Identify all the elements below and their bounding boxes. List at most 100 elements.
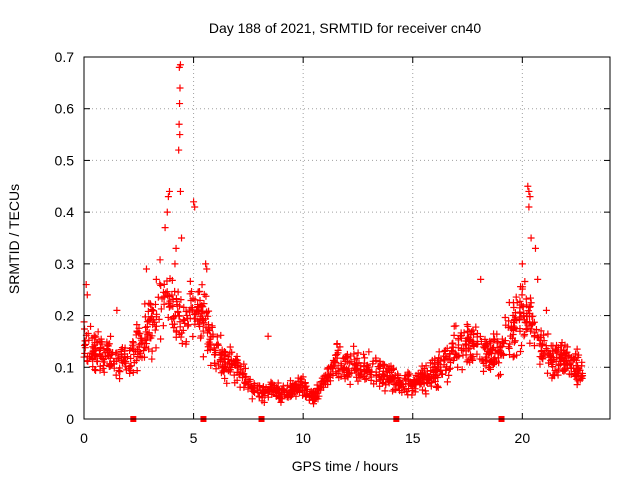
y-tick-label: 0 [66, 411, 74, 427]
data-point [226, 343, 234, 351]
data-point [457, 334, 465, 342]
y-tick-label: 0.7 [55, 49, 75, 65]
data-point [526, 193, 534, 201]
data-point [200, 290, 208, 298]
data-point [560, 349, 568, 357]
data-point [240, 383, 248, 391]
data-point [221, 358, 229, 366]
data-point [169, 296, 177, 304]
data-point [417, 380, 425, 388]
data-point [309, 393, 317, 401]
data-point [343, 365, 351, 373]
data-point [231, 379, 239, 387]
data-point [405, 385, 413, 393]
axis-ticks: 0 0.1 0.2 0.3 0.4 0.5 0.6 0.7 0 5 10 15 20 [55, 49, 610, 446]
data-point [165, 303, 173, 311]
data-point [526, 339, 534, 347]
data-point [214, 341, 222, 349]
data-point [490, 355, 498, 363]
data-point [145, 329, 153, 337]
data-point [288, 390, 296, 398]
data-point [135, 341, 143, 349]
data-point [195, 306, 203, 314]
data-point [116, 368, 124, 376]
data-point [420, 365, 428, 373]
data-point [217, 331, 225, 339]
data-point [409, 387, 417, 395]
data-point [510, 303, 518, 311]
data-point [548, 374, 556, 382]
data-point [186, 277, 194, 285]
x-axis-label: GPS time / hours [292, 458, 399, 474]
data-point [487, 365, 495, 373]
data-point [372, 368, 380, 376]
data-point [553, 341, 561, 349]
data-point [578, 358, 586, 366]
data-point [427, 382, 435, 390]
data-point [474, 340, 482, 348]
data-point [103, 345, 111, 353]
data-point [367, 373, 375, 381]
data-point [84, 330, 92, 338]
data-point [513, 299, 521, 307]
data-point [199, 316, 207, 324]
data-point [427, 367, 435, 375]
data-point [92, 367, 100, 375]
data-point [333, 340, 341, 348]
data-point [345, 369, 353, 377]
data-point [153, 310, 161, 318]
data-point [303, 385, 311, 393]
data-point [265, 385, 273, 393]
data-point [382, 379, 390, 387]
data-point [536, 360, 544, 368]
x-tick-label: 15 [405, 430, 421, 446]
data-point [553, 368, 561, 376]
data-point [490, 336, 498, 344]
data-point [454, 363, 462, 371]
data-point [157, 281, 165, 289]
data-point [176, 131, 184, 139]
data-point [509, 353, 517, 361]
data-point [526, 302, 534, 310]
data-point [191, 320, 199, 328]
data-point [441, 346, 449, 354]
data-point [430, 374, 438, 382]
data-point [416, 370, 424, 378]
data-point [527, 327, 535, 335]
data-point [164, 292, 172, 300]
data-point [151, 326, 159, 334]
data-point [208, 322, 216, 330]
data-point [544, 369, 552, 377]
data-point [293, 387, 301, 395]
data-point [365, 348, 373, 356]
data-point [176, 84, 184, 92]
data-point [114, 355, 122, 363]
data-point [146, 334, 154, 342]
data-point [259, 383, 267, 391]
data-point [504, 323, 512, 331]
data-point [165, 187, 173, 195]
data-point [450, 331, 458, 339]
data-point [166, 275, 174, 283]
data-point [538, 340, 546, 348]
data-point [501, 313, 509, 321]
data-point [141, 344, 149, 352]
data-point [552, 349, 560, 357]
data-point [207, 361, 215, 369]
data-point [537, 334, 545, 342]
data-point [157, 335, 165, 343]
data-point [133, 367, 141, 375]
data-point [189, 333, 197, 341]
data-point [226, 350, 234, 358]
data-point [496, 371, 504, 379]
data-point [138, 354, 146, 362]
data-point [186, 290, 194, 298]
data-point [132, 357, 140, 365]
data-point [284, 393, 292, 401]
data-point [476, 333, 484, 341]
data-point [130, 346, 138, 354]
data-point [160, 280, 168, 288]
data-point [87, 322, 95, 330]
data-point [178, 234, 186, 242]
